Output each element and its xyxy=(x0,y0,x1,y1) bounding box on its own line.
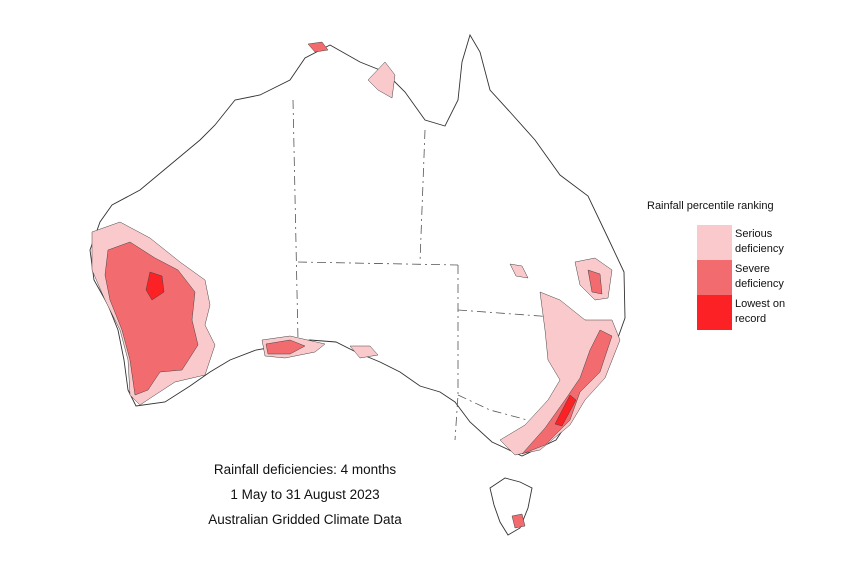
deficiency-region xyxy=(511,513,526,529)
deficiency-region xyxy=(554,394,577,427)
deficiency-region xyxy=(367,61,396,99)
mainland-coast xyxy=(89,33,626,457)
state-border xyxy=(292,99,299,341)
legend-swatch xyxy=(697,260,732,295)
deficiency-region xyxy=(145,271,165,301)
deficiency-region xyxy=(265,339,306,355)
legend-item: Serious deficiency xyxy=(697,225,827,260)
legend-item: Severe deficiency xyxy=(697,260,827,295)
caption-line: 1 May to 31 August 2023 xyxy=(230,487,380,502)
legend-label: Serious deficiency xyxy=(735,228,784,255)
state-border xyxy=(457,309,606,323)
state-border xyxy=(419,129,426,263)
legend-label: Severe deficiency xyxy=(735,263,784,290)
deficiency-region xyxy=(349,345,379,359)
legend-swatch xyxy=(697,295,732,330)
caption-line: Rainfall deficiencies: 4 months xyxy=(213,462,397,477)
tasmania-coast xyxy=(489,477,533,536)
legend-swatch xyxy=(697,225,732,260)
deficiency-region xyxy=(521,329,613,455)
deficiency-region xyxy=(104,241,199,396)
legend-label: Lowest on record xyxy=(735,298,786,325)
deficiency-region xyxy=(509,263,529,279)
state-border xyxy=(297,261,459,266)
deficiency-region xyxy=(587,269,603,295)
deficiency-region xyxy=(307,41,329,53)
legend-item: Lowest on record xyxy=(697,295,827,330)
deficiency-region xyxy=(499,291,621,456)
state-border xyxy=(454,265,459,441)
legend-title: Rainfall percentile ranking xyxy=(647,200,774,212)
caption-line: Australian Gridded Climate Data xyxy=(208,512,402,527)
